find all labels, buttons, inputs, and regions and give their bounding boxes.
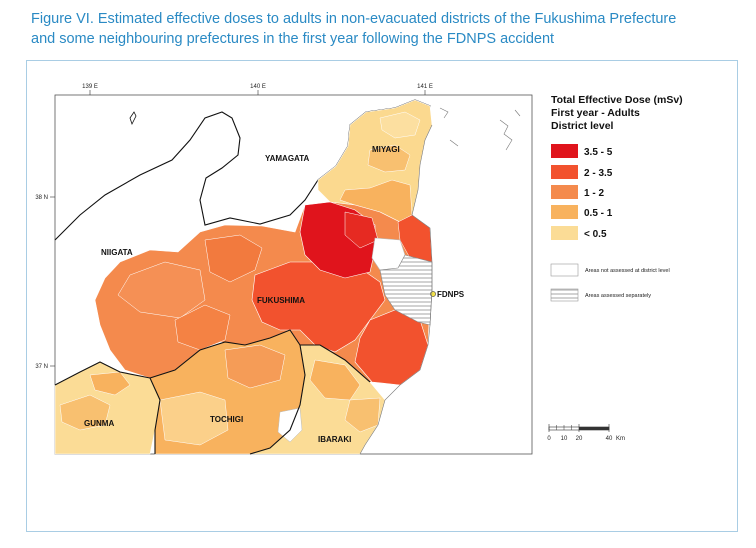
legend-title-3: District level (551, 120, 614, 132)
figure-caption: Figure VI. Estimated effective doses to … (31, 9, 731, 49)
scale-tick-0: 0 (547, 436, 551, 442)
label-ibaraki: IBARAKI (318, 435, 351, 444)
scale-bar: 0 10 20 40 Km (547, 424, 625, 442)
label-gunma: GUNMA (84, 419, 114, 428)
graticule (50, 90, 426, 367)
legend-swatch-5 (551, 226, 578, 240)
legend-label-1: 3.5 - 5 (584, 147, 613, 158)
label-miyagi: MIYAGI (372, 145, 400, 154)
region-ibaraki-east (344, 397, 381, 433)
prefecture-boundaries (54, 329, 371, 455)
legend-swatch-separately (550, 288, 579, 302)
legend-label-4: 0.5 - 1 (584, 208, 613, 219)
region-aizu-west (117, 261, 206, 319)
lon-tick-141: 141 E (417, 84, 433, 90)
lat-tick-37: 37 N (35, 364, 48, 370)
legend-swatch-1 (551, 144, 578, 158)
fdnps-marker (430, 291, 436, 297)
fdnps-label: FDNPS (437, 290, 465, 299)
region-tochigi-south (159, 391, 229, 446)
label-tochigi: TOCHIGI (210, 415, 243, 424)
lon-tick-140: 140 E (250, 84, 266, 90)
legend-swatch-2 (551, 165, 578, 179)
sado-island (129, 111, 137, 126)
legend-label-2: 2 - 3.5 (584, 168, 613, 179)
scale-unit: Km (616, 436, 625, 442)
lat-tick-38: 38 N (35, 195, 48, 201)
region-miyagi-mid (367, 144, 411, 173)
legend: Total Effective Dose (mSv) First year - … (550, 94, 683, 302)
region-tochigi-north (224, 344, 286, 389)
lon-tick-139: 139 E (82, 84, 98, 90)
legend-not-assessed: Areas not assessed at district level (585, 268, 670, 274)
region-miyagi-north (379, 111, 421, 139)
label-yamagata: YAMAGATA (265, 154, 310, 163)
legend-swatch-not-assessed (550, 263, 579, 277)
label-niigata: NIIGATA (101, 248, 133, 257)
region-high-dose-east (344, 211, 379, 249)
region-gunma-north (89, 371, 131, 396)
label-fukushima: FUKUSHIMA (257, 296, 305, 305)
caption-line-2: and some neighbouring prefectures in the… (31, 31, 555, 47)
legend-label-3: 1 - 2 (584, 188, 604, 199)
region-minamiaizu (174, 304, 231, 351)
legend-label-5: < 0.5 (584, 229, 607, 240)
legend-title-1: Total Effective Dose (mSv) (551, 94, 683, 106)
legend-separately: Areas assessed separately (585, 293, 651, 299)
caption-line-1: Figure VI. Estimated effective doses to … (31, 11, 677, 27)
scale-tick-10: 10 (561, 436, 568, 442)
coastline (359, 124, 433, 455)
legend-swatch-3 (551, 185, 578, 199)
region-aizu-east (204, 234, 263, 283)
legend-title-2: First year - Adults (551, 107, 640, 119)
scale-tick-40: 40 (606, 436, 613, 442)
region-gunma-mid (59, 394, 111, 431)
scale-tick-20: 20 (576, 436, 583, 442)
region-ibaraki-white (277, 407, 303, 443)
coast-islets (439, 107, 521, 151)
legend-swatch-4 (551, 205, 578, 219)
